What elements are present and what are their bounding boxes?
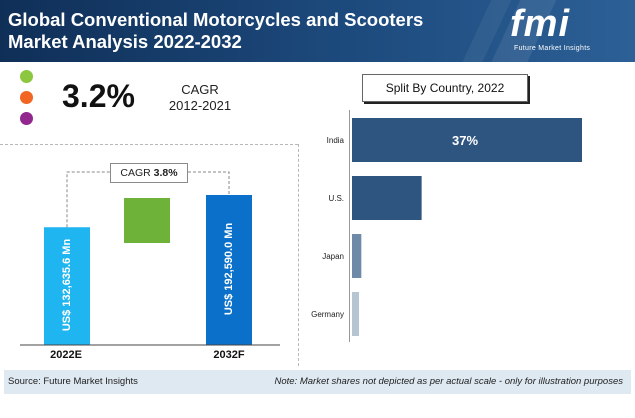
panel-divider — [0, 144, 298, 145]
country-split-chart — [352, 118, 582, 336]
cagr-connector-left — [66, 171, 110, 228]
cagr-annotation-label: CAGR — [120, 167, 151, 179]
source-text: Source: Future Market Insights — [8, 376, 138, 387]
panel-divider-vertical — [298, 144, 299, 366]
footer: Source: Future Market Insights Note: Mar… — [4, 370, 631, 394]
hbar-us — [352, 176, 422, 220]
legend-dot-purple — [20, 112, 33, 125]
page-title: Global Conventional Motorcycles and Scoo… — [8, 9, 424, 52]
cagr-label-line2: 2012-2021 — [168, 98, 232, 113]
bar-value-label-2032: US$ 192,590.0 Mn — [223, 222, 235, 316]
bar-value-label-2022: US$ 132,635.6 Mn — [60, 238, 73, 332]
country-label-japan: Japan — [322, 252, 344, 261]
growth-block — [124, 198, 170, 243]
cagr-value: 3.2% — [62, 78, 135, 114]
india-share-label: 37% — [452, 133, 479, 148]
fmi-logo: fmi Future Market Insights — [500, 4, 628, 58]
country-axis — [349, 110, 350, 342]
country-label-germany: Germany — [311, 310, 344, 319]
hbar-india — [352, 118, 582, 162]
cagr-annotation-value: 3.8% — [153, 167, 178, 179]
bar-2022E — [44, 227, 90, 345]
cagr-connector-right — [188, 171, 230, 195]
logo-subtitle: Future Market Insights — [514, 45, 591, 52]
country-split-title: Split By Country, 2022 — [362, 74, 528, 102]
x-tick-label-2032: 2032F — [213, 349, 245, 361]
legend-dot-orange — [20, 91, 33, 104]
cagr-label-line1: CAGR — [181, 82, 219, 97]
legend-dot-green — [20, 70, 33, 83]
hbar-japan — [352, 234, 362, 278]
bar-2032F — [206, 195, 252, 345]
country-label-india: India — [326, 136, 344, 145]
cagr-annotation: CAGR 3.8% — [110, 163, 188, 183]
x-tick-label-2022: 2022E — [50, 349, 82, 361]
country-label-us: U.S. — [328, 194, 344, 203]
hbar-germany — [352, 292, 359, 336]
cagr-label: CAGR 2012-2021 — [160, 82, 240, 114]
logo-letters: fmi — [510, 3, 570, 45]
footnote: Note: Market shares not depicted as per … — [274, 376, 623, 387]
market-size-chart — [20, 171, 280, 346]
header-banner: Global Conventional Motorcycles and Scoo… — [0, 0, 635, 62]
